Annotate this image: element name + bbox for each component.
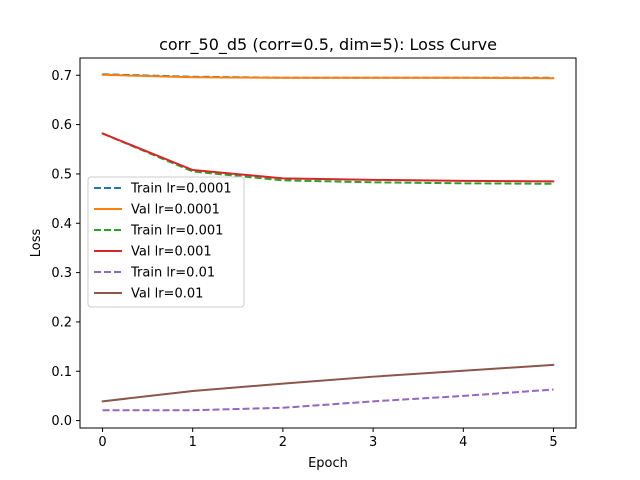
x-tick-label: 1 [189,435,197,450]
series-line-train-lr-0-001 [102,132,554,185]
legend-entry-label: Train lr=0.01 [130,266,215,281]
series-line-val-lr-0-001 [101,132,555,183]
legend-entry-label: Train lr=0.001 [130,224,223,239]
y-axis-label: Loss [29,229,44,258]
x-tick-label: 0 [98,435,106,450]
legend-box [87,176,245,308]
legend-entry-label: Val lr=0.0001 [131,203,220,218]
y-tick-label: 0.7 [51,69,72,84]
x-tick-label: 5 [549,435,557,450]
y-tick-label: 0.3 [51,266,72,281]
y-tick-label: 0.4 [51,217,72,232]
x-axis-label: Epoch [308,456,348,471]
x-tick-label: 2 [279,435,287,450]
series-line-val-lr-0-01 [101,363,555,403]
y-tick-label: 0.2 [51,315,72,330]
legend-entry-label: Val lr=0.01 [131,287,203,302]
plot-lines [101,73,555,412]
y-axis-ticks: 0.0 0.1 0.2 0.3 0.4 0.5 0.6 0.7 [51,69,80,429]
series-line-train-lr-0-01 [102,388,554,412]
axes-frame [79,57,577,429]
chart-title: corr_50_d5 (corr=0.5, dim=5): Loss Curve [159,35,497,55]
y-tick-label: 0.0 [51,414,72,429]
legend-entry-label: Val lr=0.001 [131,245,212,260]
x-tick-label: 4 [459,435,467,450]
x-axis-ticks: 0 1 2 3 4 5 [98,428,558,450]
y-tick-label: 0.1 [51,365,72,380]
y-tick-label: 0.5 [51,167,72,182]
series-line-val-lr-0-0001 [101,73,555,80]
legend: Train lr=0.0001 Val lr=0.0001 Train lr=0.0… [87,176,245,308]
legend-entry-label: Train lr=0.0001 [130,182,232,197]
y-tick-label: 0.6 [51,118,72,133]
x-tick-label: 3 [369,435,377,450]
